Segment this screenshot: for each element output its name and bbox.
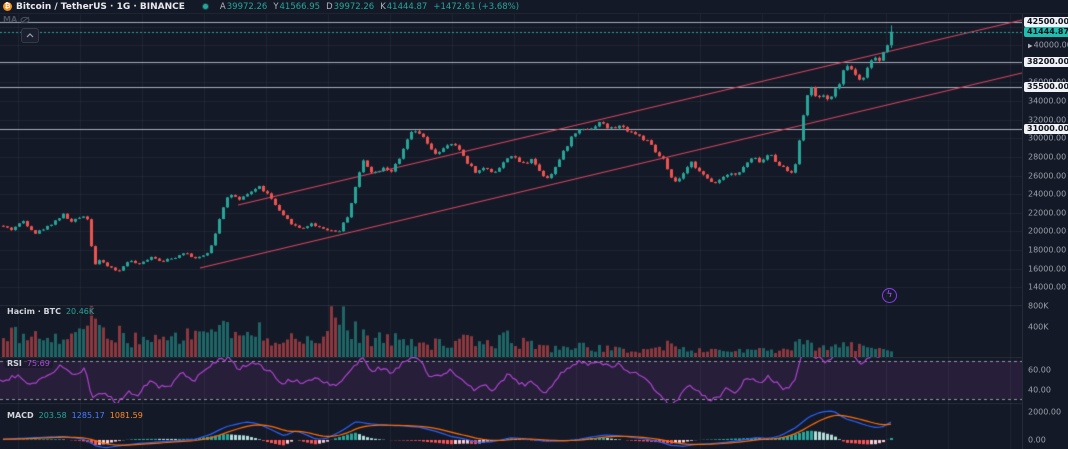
macd-axis-label: 0.00 xyxy=(1028,435,1046,445)
current-price-label: 41444.87 xyxy=(1024,26,1068,37)
candlestick-chart-canvas[interactable] xyxy=(0,14,1022,305)
price-level-label: 35500.00 xyxy=(1024,82,1068,93)
ma-label: MA xyxy=(3,15,18,24)
macd-signal-value: 1081.59 xyxy=(109,411,143,420)
low-label: D xyxy=(326,1,333,12)
rsi-chart-canvas[interactable] xyxy=(0,357,1022,403)
boost-lightning-icon[interactable]: ϟ xyxy=(882,288,897,303)
macd-name[interactable]: MACD xyxy=(7,411,34,420)
macd-pane[interactable]: MACD 203.58 1285.17 1081.59 xyxy=(0,403,1022,449)
price-axis-label: 16000.00 xyxy=(1028,264,1067,274)
price-axis-label: 26000.00 xyxy=(1028,171,1067,180)
macd-axis-label: 2000.00 xyxy=(1028,407,1062,417)
price-axis-label: 24000.00 xyxy=(1028,189,1067,199)
rsi-value: 75.69 xyxy=(26,359,50,368)
price-axis-label: 32000.00 xyxy=(1028,115,1067,125)
open-value: 39972.26 xyxy=(226,1,268,12)
price-level-label: 31000.00 xyxy=(1024,123,1068,134)
macd-hist-value: 203.58 xyxy=(38,411,67,420)
macd-line-value: 1285.17 xyxy=(71,411,105,420)
change-value: +1472.61 (+3.68%) xyxy=(433,1,520,12)
rsi-name[interactable]: RSI xyxy=(7,359,22,368)
high-value: 41566.95 xyxy=(279,1,321,12)
price-axis[interactable]: USDT ▾ ▶40000.0036000.0034000.0032000.00… xyxy=(1022,14,1068,449)
price-axis-label: ▶40000.00 xyxy=(1028,40,1068,50)
volume-value: 20.46K xyxy=(65,307,95,316)
volume-pane[interactable]: Hacim · BTC 20.46K xyxy=(0,305,1022,357)
close-label: K xyxy=(380,1,386,12)
price-axis-label: 20000.00 xyxy=(1028,226,1067,236)
main-price-pane[interactable]: MA ϟ xyxy=(0,14,1022,305)
high-label: Y xyxy=(273,1,279,12)
market-status-dot[interactable] xyxy=(202,4,208,9)
volume-name[interactable]: Hacim · BTC xyxy=(7,307,61,316)
price-axis-label: 14000.00 xyxy=(1028,282,1067,292)
price-axis-label: 34000.00 xyxy=(1028,96,1067,106)
price-axis-label: 28000.00 xyxy=(1028,152,1067,162)
price-marker-arrow-icon: ▶ xyxy=(1028,42,1033,50)
volume-axis-label: 800K xyxy=(1028,301,1049,311)
hidden-ma-indicator[interactable]: MA xyxy=(3,15,30,24)
symbol-title[interactable]: Bitcoin / TetherUS · 1G · BINANCE xyxy=(16,1,185,12)
open-label: A xyxy=(219,1,226,12)
price-level-label: 38200.00 xyxy=(1024,57,1068,67)
volume-chart-canvas[interactable] xyxy=(0,305,1022,357)
volume-axis-label: 400K xyxy=(1028,322,1049,332)
low-value: 39972.26 xyxy=(333,1,375,12)
price-axis-label: 30000.00 xyxy=(1028,133,1067,143)
close-value: 41444.87 xyxy=(386,1,428,12)
bitcoin-logo-icon: ₿ xyxy=(3,2,12,11)
volume-indicator-label: Hacim · BTC 20.46K xyxy=(4,307,98,316)
rsi-axis-label: 60.00 xyxy=(1028,365,1051,375)
rsi-indicator-label: RSI 75.69 xyxy=(4,359,53,368)
eye-slash-icon[interactable] xyxy=(20,16,30,24)
pane-collapse-button[interactable] xyxy=(21,28,39,43)
price-axis-label: 18000.00 xyxy=(1028,245,1067,255)
macd-indicator-label: MACD 203.58 1285.17 1081.59 xyxy=(4,411,146,420)
chevron-up-icon xyxy=(26,33,34,38)
chart-header: ₿ Bitcoin / TetherUS · 1G · BINANCE A399… xyxy=(0,0,1068,14)
price-level-label: 42500.00 xyxy=(1024,17,1068,27)
price-axis-label: 22000.00 xyxy=(1028,208,1067,218)
macd-chart-canvas[interactable] xyxy=(0,403,1022,449)
rsi-pane[interactable]: RSI 75.69 xyxy=(0,357,1022,403)
ohlc-readout: A39972.26 Y41566.95 D39972.26 K41444.87 … xyxy=(220,2,519,12)
rsi-axis-label: 40.00 xyxy=(1028,385,1051,394)
